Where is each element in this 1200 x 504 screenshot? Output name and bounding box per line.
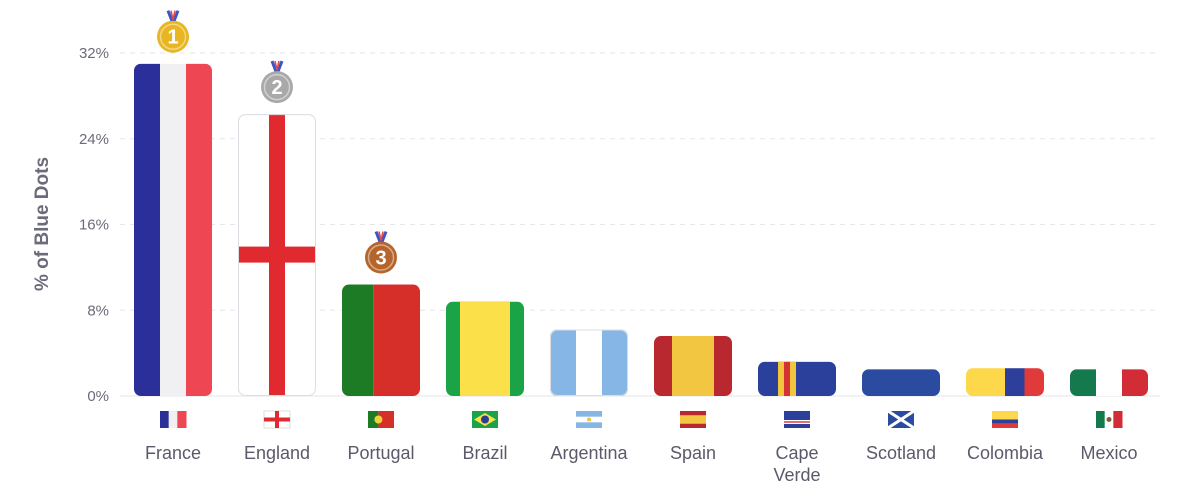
flag-icons bbox=[160, 409, 1123, 430]
medal-rank: 1 bbox=[167, 27, 178, 49]
category-label: Scotland bbox=[866, 443, 936, 463]
category-label: England bbox=[244, 443, 310, 463]
france-flag-icon bbox=[160, 411, 187, 428]
spain-flag-icon bbox=[680, 411, 706, 428]
y-tick-label: 16% bbox=[79, 217, 109, 234]
bar-argentina bbox=[550, 329, 628, 396]
category-label: Portugal bbox=[347, 443, 414, 463]
y-axis-label: % of Blue Dots bbox=[32, 157, 53, 291]
cape-verde-flag-icon bbox=[784, 411, 810, 428]
bar-colombia bbox=[966, 368, 1044, 396]
bar-scotland bbox=[862, 369, 940, 396]
bars bbox=[134, 63, 1148, 397]
medals: 1 2 3 bbox=[157, 10, 397, 274]
y-tick-label: 32% bbox=[79, 45, 109, 62]
brazil-flag-icon bbox=[472, 411, 498, 428]
x-axis-labels: France England Portugal Brazil Argentina Spai… bbox=[145, 443, 1138, 485]
category-label: Cape Verde bbox=[773, 443, 820, 485]
bar-cape-verde bbox=[758, 361, 836, 396]
bar-spain bbox=[654, 335, 732, 396]
category-label: Mexico bbox=[1080, 443, 1137, 463]
y-tick-label: 24% bbox=[79, 131, 109, 148]
category-label: Brazil bbox=[462, 443, 507, 463]
y-tick-label: 8% bbox=[87, 302, 109, 319]
category-label: France bbox=[145, 443, 201, 463]
medal-3-icon: 3 bbox=[365, 230, 397, 274]
bar-england bbox=[238, 114, 316, 397]
y-tick-label: 0% bbox=[87, 388, 109, 405]
medal-1-icon: 1 bbox=[157, 10, 189, 53]
category-label: Colombia bbox=[967, 443, 1044, 463]
bar-outline bbox=[238, 114, 316, 397]
bar-brazil bbox=[446, 301, 524, 396]
medal-2-icon: 2 bbox=[261, 60, 293, 104]
y-axis-ticks: 0% 8% 16% 24% 32% bbox=[79, 45, 109, 405]
portugal-flag-icon bbox=[368, 411, 394, 428]
colombia-flag-icon bbox=[992, 411, 1018, 428]
bar-outline bbox=[550, 329, 628, 397]
argentina-flag-icon bbox=[576, 411, 602, 428]
medal-rank: 3 bbox=[375, 248, 386, 270]
england-flag-icon bbox=[263, 410, 291, 429]
bar-portugal bbox=[342, 284, 420, 396]
scotland-flag-icon bbox=[887, 409, 915, 430]
bar-mexico bbox=[1070, 369, 1148, 396]
category-label: Spain bbox=[670, 443, 716, 463]
mexico-flag-icon bbox=[1096, 411, 1123, 428]
category-label: Argentina bbox=[550, 443, 628, 463]
bar-france bbox=[134, 63, 212, 396]
medal-rank: 2 bbox=[271, 77, 282, 99]
